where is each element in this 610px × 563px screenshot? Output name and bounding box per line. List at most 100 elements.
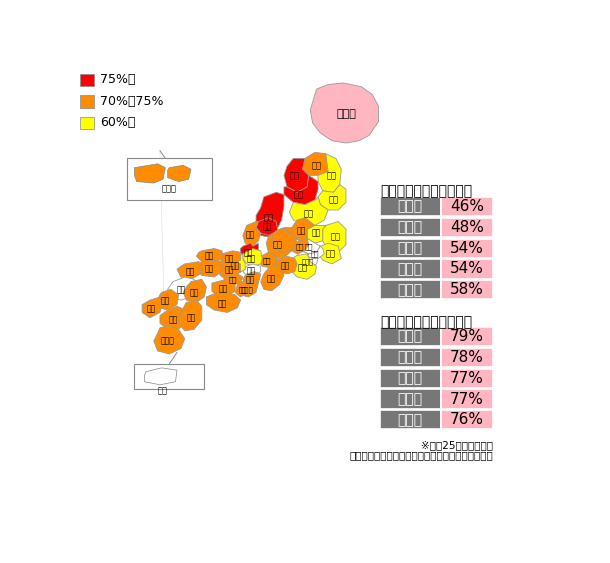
Polygon shape: [307, 225, 326, 243]
Text: 北海道: 北海道: [398, 283, 423, 297]
Text: 77%: 77%: [450, 391, 484, 406]
Bar: [440, 218, 493, 237]
Polygon shape: [183, 279, 206, 302]
Text: 埼玉: 埼玉: [304, 243, 313, 249]
Text: 山口: 山口: [185, 267, 195, 276]
Text: 新潟: 新潟: [264, 213, 273, 222]
Text: 長野: 長野: [273, 240, 283, 249]
Bar: [380, 327, 440, 346]
Polygon shape: [243, 248, 262, 266]
Bar: [380, 280, 440, 300]
Polygon shape: [256, 218, 278, 235]
Bar: [440, 197, 493, 216]
Polygon shape: [307, 246, 325, 258]
Polygon shape: [243, 264, 260, 275]
Text: 46%: 46%: [450, 199, 484, 214]
Polygon shape: [196, 260, 222, 277]
Polygon shape: [243, 222, 260, 246]
Text: 滋賀: 滋賀: [263, 257, 271, 264]
Text: 沖縄県: 沖縄県: [398, 220, 423, 234]
Polygon shape: [284, 158, 309, 193]
Polygon shape: [274, 256, 297, 274]
Bar: [440, 280, 493, 300]
Polygon shape: [235, 280, 251, 297]
Text: 75%超: 75%超: [100, 73, 136, 86]
Text: 持ち家率が高い都道府県: 持ち家率が高い都道府県: [380, 315, 472, 329]
Text: 福島: 福島: [304, 209, 314, 218]
Polygon shape: [318, 185, 346, 210]
Polygon shape: [259, 252, 276, 268]
Text: 栃木: 栃木: [312, 229, 321, 238]
Text: 79%: 79%: [450, 329, 484, 344]
Text: 宮崎: 宮崎: [186, 314, 196, 322]
Text: 和歌山: 和歌山: [240, 286, 253, 293]
Polygon shape: [289, 197, 328, 225]
Bar: [440, 327, 493, 346]
Polygon shape: [217, 262, 240, 277]
Text: 群馬: 群馬: [296, 226, 306, 235]
Bar: [380, 197, 440, 216]
Text: 大阪府: 大阪府: [398, 262, 423, 276]
Text: 山形: 山形: [293, 190, 304, 199]
Text: 高知: 高知: [217, 300, 226, 309]
Text: 愛知: 愛知: [281, 262, 290, 271]
Polygon shape: [237, 279, 259, 297]
Text: 山梨: 山梨: [295, 244, 304, 251]
Text: 島根: 島根: [205, 252, 214, 261]
Polygon shape: [168, 277, 196, 300]
Polygon shape: [196, 248, 223, 262]
Polygon shape: [157, 289, 179, 310]
Text: 富山県: 富山県: [398, 330, 423, 343]
Polygon shape: [260, 264, 284, 291]
Text: 茨城: 茨城: [331, 233, 341, 242]
Bar: [440, 390, 493, 409]
Text: 沖縄: 沖縄: [158, 386, 168, 395]
Text: 東京都: 東京都: [398, 199, 423, 213]
Polygon shape: [295, 251, 318, 268]
Bar: [80, 74, 94, 86]
Bar: [380, 369, 440, 388]
Text: 秋田: 秋田: [290, 171, 300, 180]
Text: 神奈川: 神奈川: [301, 258, 313, 265]
Polygon shape: [240, 243, 259, 258]
Bar: [380, 239, 440, 258]
Polygon shape: [303, 152, 332, 175]
Polygon shape: [206, 292, 240, 312]
Polygon shape: [243, 271, 260, 287]
Text: 岡山: 岡山: [225, 266, 234, 275]
Text: 岩手: 岩手: [327, 171, 337, 180]
Bar: [380, 348, 440, 367]
Polygon shape: [134, 364, 204, 390]
Polygon shape: [256, 193, 284, 237]
Text: 山形県: 山形県: [398, 371, 423, 385]
Bar: [380, 260, 440, 279]
Text: 富山: 富山: [262, 222, 271, 231]
Polygon shape: [228, 254, 245, 274]
Text: 静岡: 静岡: [298, 263, 307, 272]
Bar: [440, 410, 493, 430]
Polygon shape: [160, 306, 186, 329]
Text: 徳島: 徳島: [239, 286, 247, 293]
Text: 熊本: 熊本: [168, 316, 178, 325]
Polygon shape: [134, 164, 165, 183]
Text: 78%: 78%: [450, 350, 484, 365]
Polygon shape: [168, 166, 191, 181]
Polygon shape: [292, 239, 309, 254]
Text: 長崎: 長崎: [147, 304, 156, 313]
Text: 48%: 48%: [450, 220, 484, 235]
Bar: [440, 239, 493, 258]
Text: 香川: 香川: [229, 277, 237, 283]
Text: 鹿児島: 鹿児島: [162, 185, 177, 194]
Text: 58%: 58%: [450, 282, 484, 297]
Polygon shape: [292, 218, 315, 241]
Text: 秋田県: 秋田県: [398, 350, 423, 364]
Text: 福岡: 福岡: [176, 285, 185, 294]
Text: 福井県: 福井県: [398, 392, 423, 406]
Text: 持ち家率が低い都道府県: 持ち家率が低い都道府県: [380, 185, 472, 199]
Text: 千葉: 千葉: [326, 249, 336, 258]
Text: 福岡県: 福岡県: [398, 241, 423, 255]
Polygon shape: [154, 325, 185, 354]
Text: 鹿児島: 鹿児島: [161, 337, 174, 346]
Text: 三重: 三重: [267, 275, 276, 284]
Text: 鳥取: 鳥取: [225, 254, 234, 263]
